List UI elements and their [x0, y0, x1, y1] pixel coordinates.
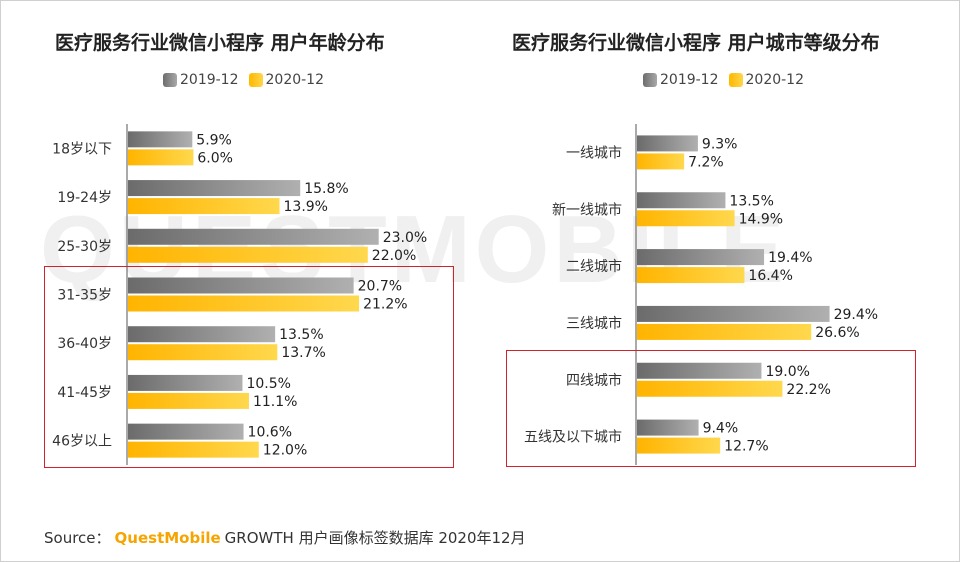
age-data-label: 10.6% — [248, 425, 292, 441]
legend-swatch-yellow — [728, 73, 743, 87]
age-bar-2020 — [128, 441, 259, 458]
city-bar-2019 — [637, 192, 726, 209]
legend-item-2019: 2019-12 — [643, 72, 719, 88]
city-bar-2020 — [637, 267, 745, 284]
city-data-label: 12.7% — [724, 439, 768, 455]
city-category-label: 四线城市 — [566, 372, 622, 389]
city-category-label: 三线城市 — [566, 315, 622, 332]
age-bar-2019 — [128, 423, 244, 440]
age-data-label: 20.7% — [358, 279, 402, 295]
age-data-label: 23.0% — [383, 230, 427, 246]
age-data-label: 15.8% — [304, 181, 348, 197]
source-brand: QuestMobile — [114, 529, 221, 547]
legend-label-2020: 2020-12 — [265, 72, 325, 88]
city-data-label: 14.9% — [739, 211, 783, 227]
city-chart-title: 医疗服务行业微信小程序 用户城市等级分布 — [512, 32, 880, 54]
city-data-label: 9.4% — [703, 421, 739, 437]
age-data-label: 13.9% — [284, 199, 328, 215]
age-data-label: 22.0% — [372, 248, 416, 264]
city-data-label: 7.2% — [688, 154, 724, 170]
city-category-label: 一线城市 — [566, 144, 622, 161]
city-chart-legend: 2019-12 2020-12 — [643, 72, 814, 88]
age-data-label: 10.5% — [246, 376, 290, 392]
city-data-label: 26.6% — [815, 325, 859, 341]
age-data-label: 11.1% — [253, 394, 297, 410]
age-data-label: 5.9% — [196, 132, 232, 148]
age-bar-2020 — [128, 149, 194, 166]
age-data-label: 6.0% — [197, 150, 233, 166]
age-chart-legend: 2019-12 2020-12 — [163, 72, 334, 88]
age-data-label: 13.7% — [281, 345, 325, 361]
source-prefix: Source： — [44, 529, 111, 547]
legend-swatch-yellow — [248, 73, 263, 87]
age-bar-2020 — [128, 246, 368, 263]
city-data-label: 19.0% — [765, 364, 809, 380]
city-bar-2020 — [637, 437, 721, 454]
city-category-label: 五线及以下城市 — [524, 429, 622, 446]
age-category-label: 41-45岁 — [57, 385, 112, 401]
age-chart-title: 医疗服务行业微信小程序 用户年龄分布 — [55, 32, 385, 54]
age-bar-2019 — [128, 374, 243, 391]
city-data-label: 22.2% — [786, 382, 830, 398]
legend-item-2020: 2020-12 — [248, 72, 325, 88]
city-data-label: 16.4% — [748, 268, 792, 284]
age-category-label: 25-30岁 — [57, 239, 112, 255]
age-highlight-box — [44, 266, 454, 468]
age-bar-2020 — [128, 344, 278, 361]
age-bar-2019 — [128, 228, 379, 245]
city-bar-2019 — [637, 305, 830, 322]
city-data-label: 29.4% — [834, 307, 878, 323]
city-data-label: 9.3% — [702, 136, 738, 152]
age-bar-2019 — [128, 131, 193, 148]
age-category-label: 18岁以下 — [52, 141, 112, 157]
legend-swatch-gray — [643, 73, 657, 87]
age-category-label: 46岁以上 — [52, 434, 112, 450]
legend-item-2020: 2020-12 — [728, 72, 805, 88]
age-bar-2020 — [128, 295, 360, 312]
city-data-label: 13.5% — [729, 193, 773, 209]
city-bar-2019 — [637, 249, 765, 266]
city-bar-2020 — [637, 210, 735, 227]
source-line: Source： QuestMobile GROWTH 用户画像标签数据库 202… — [44, 527, 526, 548]
city-data-label: 19.4% — [768, 250, 812, 266]
age-category-label: 31-35岁 — [57, 288, 112, 304]
city-highlight-box — [506, 350, 916, 467]
age-bar-2019 — [128, 326, 276, 343]
legend-label-2019: 2019-12 — [180, 72, 239, 88]
source-rest: GROWTH 用户画像标签数据库 2020年12月 — [224, 529, 526, 547]
age-data-label: 21.2% — [363, 297, 407, 313]
city-bar-2019 — [637, 135, 698, 152]
city-bar-2019 — [637, 362, 762, 379]
city-bar-2020 — [637, 380, 783, 397]
age-category-label: 36-40岁 — [57, 336, 112, 352]
age-data-label: 13.5% — [279, 327, 323, 343]
legend-swatch-gray — [163, 73, 177, 87]
city-category-label: 二线城市 — [566, 258, 622, 275]
legend-item-2019: 2019-12 — [163, 72, 239, 88]
age-bar-2020 — [128, 198, 280, 215]
age-bar-2020 — [128, 392, 249, 409]
city-bar-2019 — [637, 419, 699, 436]
city-category-label: 新一线城市 — [552, 201, 622, 218]
legend-label-2020: 2020-12 — [745, 72, 805, 88]
legend-label-2019: 2019-12 — [660, 72, 719, 88]
city-bar-2020 — [637, 323, 812, 340]
age-bar-2019 — [128, 180, 301, 197]
age-bar-2019 — [128, 277, 354, 294]
age-data-label: 12.0% — [263, 443, 307, 459]
city-bar-2020 — [637, 153, 685, 170]
age-category-label: 19-24岁 — [57, 190, 112, 206]
